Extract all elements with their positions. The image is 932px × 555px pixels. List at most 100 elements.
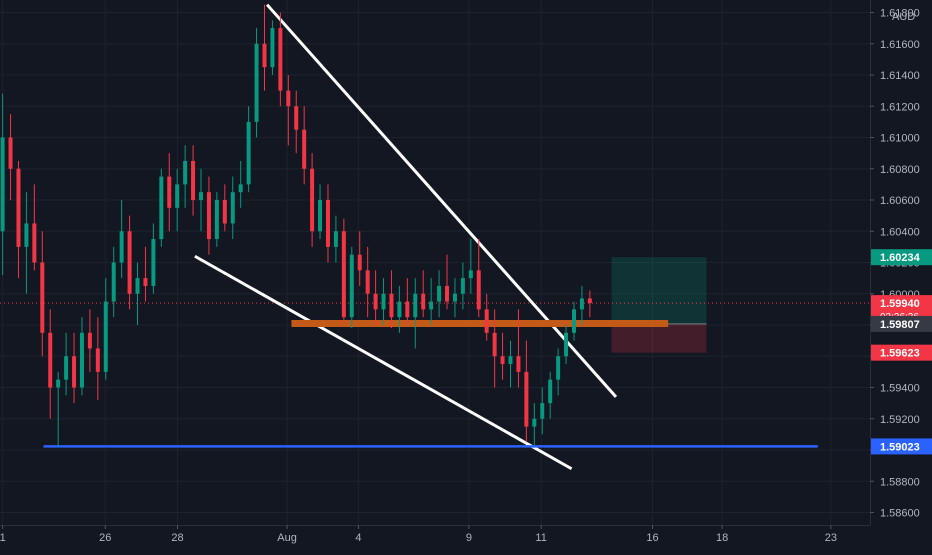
candle-body [214, 200, 219, 240]
candle-body [254, 43, 259, 122]
candle-body [270, 28, 275, 68]
candle [103, 278, 108, 380]
candle [325, 184, 330, 263]
candle-body [492, 332, 497, 357]
position-stop-zone[interactable] [611, 323, 707, 353]
candle [381, 278, 386, 325]
price-badge-box [871, 249, 932, 266]
candle [87, 309, 92, 372]
candle-body [143, 278, 148, 286]
candle-body [48, 332, 53, 388]
candle [206, 176, 211, 255]
candle [373, 270, 378, 325]
candle [8, 114, 13, 200]
candle-body [500, 356, 505, 365]
candle [452, 278, 457, 318]
candle [587, 290, 592, 318]
candle [294, 90, 299, 154]
candle [254, 28, 259, 138]
candle [143, 246, 148, 302]
candle-body [349, 254, 354, 318]
candle-body [381, 293, 386, 310]
candle-body [476, 270, 481, 310]
candle [508, 340, 513, 388]
candle-body [294, 106, 299, 130]
candle [0, 93, 5, 275]
price-badge: 1.59623 [871, 344, 932, 361]
price-label: 1.59400 [880, 383, 920, 395]
candle [421, 270, 426, 318]
price-label: 1.61000 [880, 133, 920, 145]
candle [56, 371, 61, 447]
candle [262, 4, 267, 91]
price-label: 1.58600 [880, 508, 920, 520]
candle-body [532, 418, 537, 427]
candle [72, 332, 77, 404]
candle-body [468, 270, 473, 279]
candle-body [0, 137, 5, 232]
candle [199, 168, 204, 232]
date-label: 9 [466, 532, 472, 544]
candle [222, 184, 227, 232]
candle-body [373, 293, 378, 310]
candle-body [540, 403, 545, 419]
candle [365, 246, 370, 318]
candle-body [429, 301, 434, 310]
candle-body [365, 270, 370, 294]
candle-body [524, 371, 529, 427]
candle-body [95, 348, 100, 372]
candle-body [516, 356, 521, 372]
candle [437, 270, 442, 318]
candle-body [135, 278, 140, 294]
upper-trendline[interactable] [265, 3, 618, 398]
candle-body [87, 332, 92, 349]
price-badge-value: 1.60234 [880, 252, 921, 264]
date-label: 28 [171, 532, 183, 544]
candle [95, 317, 100, 400]
candle-body [103, 301, 108, 372]
price-badge-box [871, 315, 932, 332]
candle [238, 160, 243, 208]
price-badge-value: 1.59807 [880, 319, 920, 331]
candle [492, 309, 497, 388]
candle-body [199, 192, 204, 200]
candle [445, 254, 450, 310]
candle-body [325, 200, 330, 247]
date-label: Aug [277, 532, 297, 544]
candle [191, 145, 196, 216]
candle-body [8, 137, 13, 169]
price-axis-panel [870, 0, 932, 550]
price-badge-value: 1.59940 [880, 298, 920, 310]
candle-body [56, 379, 61, 388]
candle-body [16, 168, 21, 247]
lower-trendline[interactable] [194, 254, 573, 471]
candle [349, 246, 354, 329]
price-badge: 1.60234 [871, 249, 932, 266]
price-badge-value: 1.59023 [880, 441, 920, 453]
candle-body [111, 262, 116, 302]
date-label: 4 [355, 532, 361, 544]
candle [230, 176, 235, 240]
candle-body [318, 200, 323, 232]
price-badge-box [871, 438, 932, 455]
candle [32, 184, 37, 271]
candle [159, 168, 164, 247]
price-badge-value: 1.59623 [880, 348, 920, 360]
candle-body [556, 356, 561, 380]
candle-body [302, 129, 307, 169]
candle-body [246, 121, 251, 185]
candle-body [167, 176, 172, 208]
candle [286, 75, 291, 146]
candle [318, 184, 323, 240]
price-label: 1.61600 [880, 39, 920, 51]
candle-body [445, 285, 450, 302]
price-badge-box [871, 344, 932, 361]
time-axis: 1 26 28 Aug 4 9 11 16 18 23 [0, 525, 870, 544]
candle-body [278, 28, 283, 91]
candle-body [206, 192, 211, 240]
candle [119, 200, 124, 279]
candle [532, 403, 537, 446]
position-target-zone[interactable] [611, 257, 707, 324]
